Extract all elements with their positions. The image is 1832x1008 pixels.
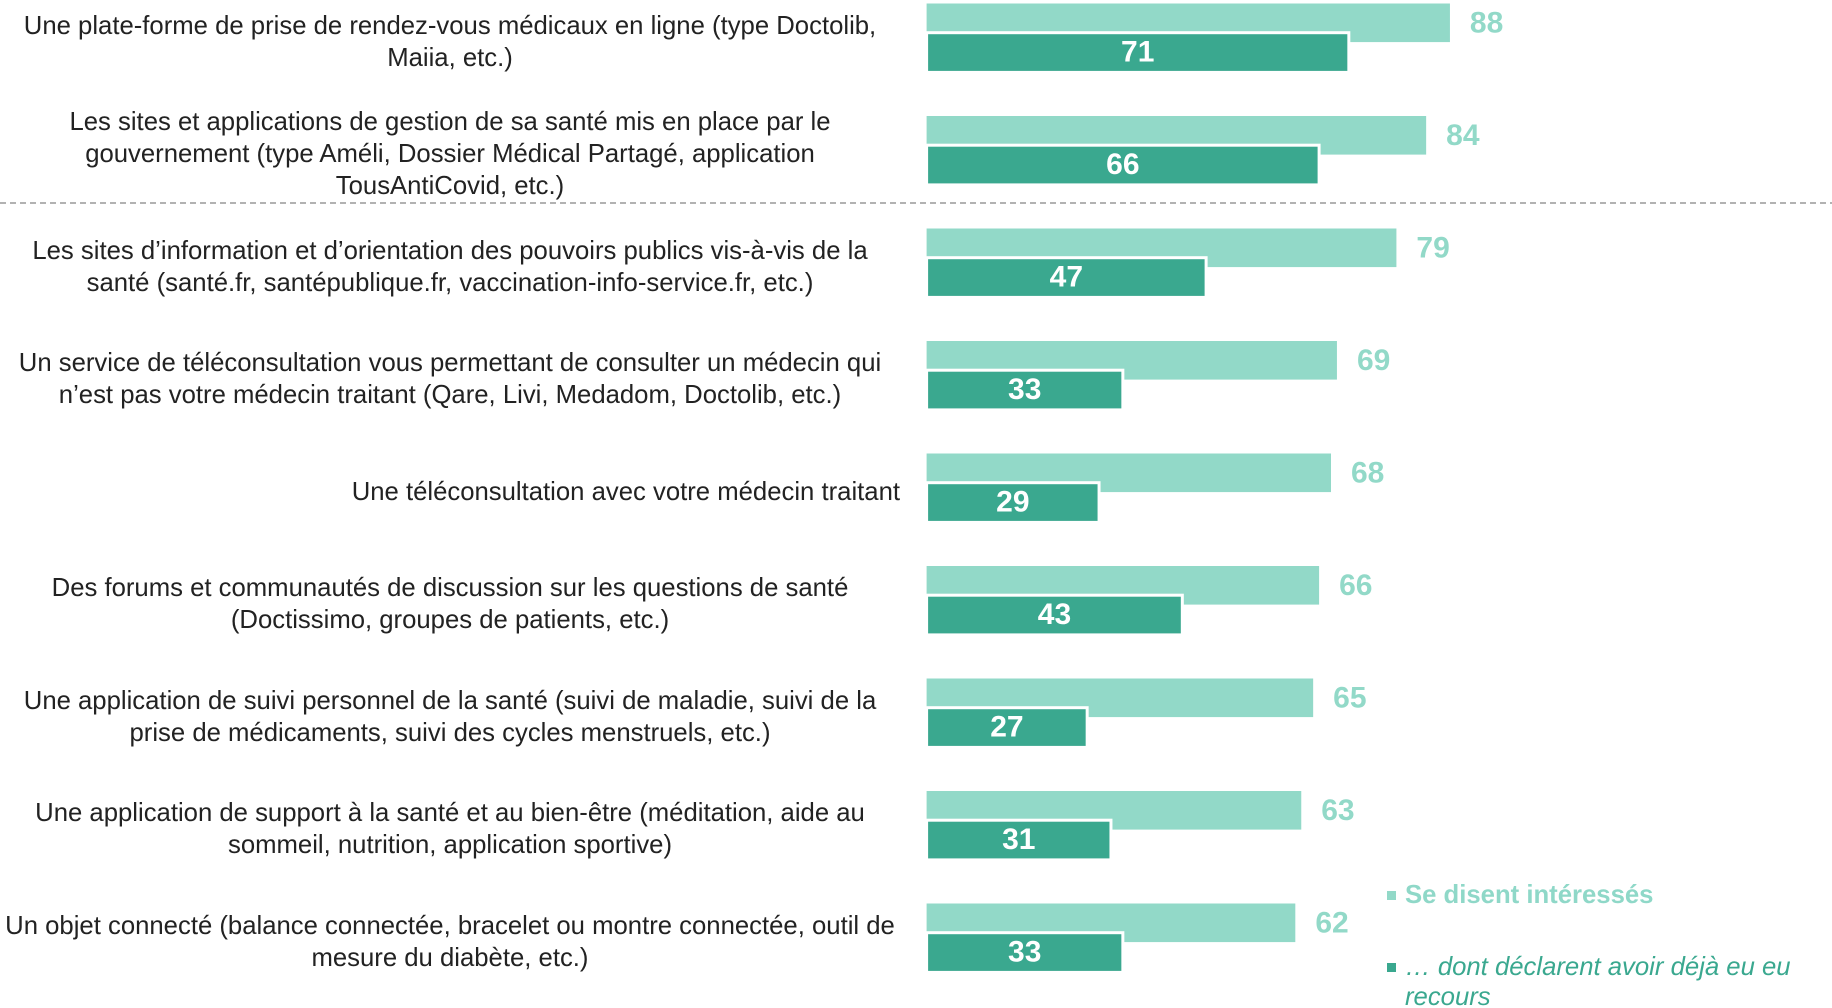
value-label: 71 [1121,35,1154,68]
bar [925,368,1125,412]
bar [925,256,1208,299]
bar [925,481,1101,524]
value-label: 29 [996,485,1029,518]
value-label: 79 [1416,231,1449,264]
value-label: 68 [1351,456,1384,489]
value-label: 63 [1321,794,1354,827]
value-label: 66 [1106,148,1139,181]
value-label: 66 [1339,569,1372,602]
value-label: 88 [1470,6,1503,39]
category-label: Des forums et communautés de discussion … [51,574,849,634]
category-label: Une téléconsultation avec votre médecin … [351,477,900,506]
value-label: 33 [1008,935,1041,968]
legend-label: … dont déclarent avoir déjà eu eu recour… [1405,953,1791,1008]
value-label: 47 [1050,260,1083,293]
category-label: Les sites d’information et d’orientation… [32,236,868,297]
category-label: Un service de téléconsultation vous perm… [18,349,882,409]
value-label: 69 [1357,344,1390,377]
value-label: 65 [1333,681,1366,714]
category-label: Un objet connecté (balance connectée, br… [5,911,895,972]
legend-label: Se disent intéressés [1405,881,1654,909]
value-label: 43 [1038,598,1071,631]
legend-marker [1387,891,1396,900]
value-label: 62 [1315,906,1348,939]
value-label: 33 [1008,373,1041,406]
category-label: Les sites et applications de gestion de … [69,108,831,200]
bar [925,931,1125,974]
category-label: Une application de suivi personnel de la… [23,686,877,747]
category-label: Une application de support à la santé et… [35,799,865,859]
bar [925,593,1184,637]
bar [925,143,1321,187]
legend-marker [1387,963,1396,972]
bar [925,706,1089,749]
value-label: 27 [990,710,1023,743]
category-label: Une plate-forme de prise de rendez-vous … [23,11,877,72]
bar [925,818,1113,862]
value-label: 31 [1002,823,1035,856]
value-label: 84 [1446,119,1480,152]
bar [925,31,1351,74]
